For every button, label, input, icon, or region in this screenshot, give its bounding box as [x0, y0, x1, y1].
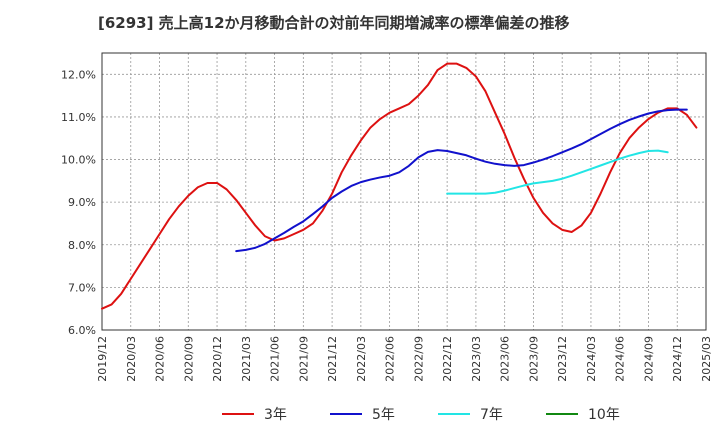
legend-label: 10年	[588, 407, 620, 423]
x-tick-label: 2019/12	[96, 336, 109, 382]
chart-title: [6293] 売上高12か月移動合計の対前年同期増減率の標準偏差の推移	[98, 14, 570, 32]
x-tick-label: 2023/12	[556, 336, 569, 382]
x-tick-label: 2020/09	[182, 336, 195, 382]
x-tick-label: 2024/03	[585, 336, 598, 382]
series-line-1	[101, 62, 698, 310]
x-tick-label: 2025/03	[700, 336, 713, 382]
x-tick-label: 2020/06	[154, 336, 167, 382]
x-tick-label: 2021/12	[326, 336, 339, 382]
y-tick-label: 8.0%	[68, 239, 96, 252]
y-tick-label: 6.0%	[68, 324, 96, 337]
series-line-2	[235, 108, 688, 253]
series-line-3	[446, 149, 669, 195]
x-tick-label: 2023/03	[470, 336, 483, 382]
x-tick-label: 2022/03	[355, 336, 368, 382]
x-tick-label: 2021/06	[269, 336, 282, 382]
x-tick-label: 2022/09	[412, 336, 425, 382]
x-tick-label: 2022/06	[384, 336, 397, 382]
x-tick-label: 2023/09	[527, 336, 540, 382]
x-tick-label: 2024/06	[614, 336, 627, 382]
x-tick-label: 2023/06	[499, 336, 512, 382]
x-tick-label: 2021/03	[240, 336, 253, 382]
y-tick-label: 7.0%	[68, 281, 96, 294]
legend-label: 5年	[372, 407, 395, 423]
x-tick-label: 2020/03	[125, 336, 138, 382]
y-tick-label: 10.0%	[61, 154, 96, 167]
plot-area	[102, 53, 706, 330]
x-tick-label: 2024/09	[642, 336, 655, 382]
x-tick-label: 2021/09	[297, 336, 310, 382]
x-tick-label: 2020/12	[211, 336, 224, 382]
y-tick-label: 11.0%	[61, 111, 96, 124]
plot-border	[101, 52, 707, 331]
x-tick-label: 2022/12	[441, 336, 454, 382]
legend-label: 3年	[264, 407, 287, 423]
legend-label: 7年	[480, 407, 503, 423]
y-tick-label: 12.0%	[61, 68, 96, 81]
y-tick-label: 9.0%	[68, 196, 96, 209]
x-tick-label: 2024/12	[671, 336, 684, 382]
